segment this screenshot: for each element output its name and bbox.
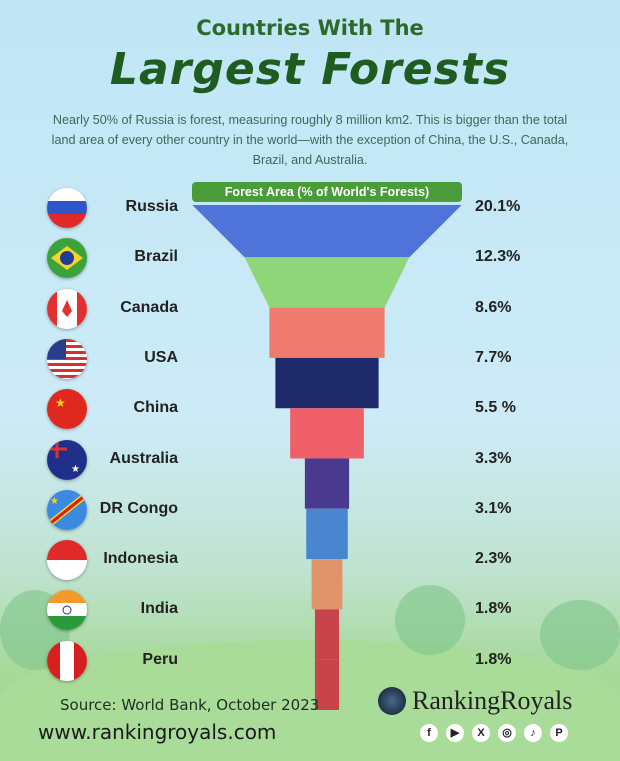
x-icon[interactable]: X — [472, 724, 490, 742]
website-link[interactable]: www.rankingroyals.com — [38, 720, 277, 744]
funnel-segment-usa — [275, 357, 379, 409]
facebook-icon[interactable]: f — [420, 724, 438, 742]
country-row: USA 7.7% — [0, 334, 620, 384]
value-label: 7.7% — [475, 348, 512, 366]
country-row: Indonesia 2.3% — [0, 535, 620, 585]
funnel-segment-peru — [314, 659, 340, 710]
funnel-segment-dr-congo — [306, 508, 348, 560]
country-label: Brazil — [134, 248, 178, 266]
country-label: Canada — [120, 298, 178, 316]
funnel-segment-india — [314, 609, 340, 660]
tiktok-icon[interactable]: ♪ — [524, 724, 542, 742]
funnel-segment-indonesia — [311, 559, 343, 610]
canada-flag-icon — [47, 288, 87, 329]
usa-flag-icon — [47, 338, 87, 379]
country-label: Russia — [125, 198, 178, 215]
country-row: Russia 20.1% — [0, 183, 620, 233]
funnel-segment-australia — [304, 458, 350, 509]
background-tree — [395, 585, 465, 655]
value-label: 1.8% — [475, 650, 512, 668]
country-label: Peru — [142, 650, 178, 668]
country-row: ★ DR Congo 3.1% — [0, 485, 620, 535]
brand-logo-icon — [378, 687, 406, 715]
country-row: Canada 8.6% — [0, 284, 620, 334]
country-row: ★ Australia 3.3% — [0, 435, 620, 485]
brand-name: RankingRoyals — [412, 686, 573, 715]
country-label: USA — [144, 348, 178, 366]
background-hill — [0, 640, 620, 761]
funnel-segment-canada — [269, 307, 385, 358]
background-tree — [540, 600, 620, 670]
chart-legend-title: Forest Area (% of World's Forests) — [192, 182, 462, 202]
value-label: 5.5 % — [475, 399, 516, 417]
country-row: Peru 1.8% — [0, 636, 620, 686]
value-label: 3.3% — [475, 449, 512, 467]
description: Nearly 50% of Russia is forest, measurin… — [51, 113, 569, 167]
value-label: 2.3% — [475, 550, 512, 568]
indonesia-flag-icon — [47, 540, 87, 581]
funnel-segment-russia — [192, 205, 462, 258]
country-label: India — [140, 600, 178, 618]
brand-logo: RankingRoyals — [378, 686, 572, 716]
svg-text:★: ★ — [55, 396, 66, 410]
pinterest-icon[interactable]: P — [550, 724, 568, 742]
value-label: 1.8% — [475, 600, 512, 618]
value-label: 20.1% — [475, 198, 521, 215]
russia-flag-icon — [47, 188, 87, 228]
youtube-icon[interactable]: ▶ — [446, 724, 464, 742]
social-links: f ▶ X ◎ ♪ P — [420, 724, 568, 742]
country-row: ★ China 5.5 % — [0, 384, 620, 434]
australia-flag-icon: ★ — [47, 439, 87, 480]
india-flag-icon — [47, 590, 87, 631]
svg-text:★: ★ — [71, 464, 80, 475]
china-flag-icon: ★ — [47, 389, 87, 430]
source-note: Source: World Bank, October 2023 — [60, 696, 320, 714]
peru-flag-icon — [47, 640, 87, 681]
brazil-flag-icon — [47, 238, 87, 279]
svg-text:★: ★ — [50, 496, 59, 507]
instagram-icon[interactable]: ◎ — [498, 724, 516, 742]
page-title: Largest Forests — [109, 44, 511, 95]
funnel-segment-china — [290, 408, 364, 459]
country-row: India 1.8% — [0, 585, 620, 635]
country-label: DR Congo — [99, 499, 178, 517]
value-label: 8.6% — [475, 298, 512, 316]
value-label: 3.1% — [475, 499, 512, 517]
dr-congo-flag-icon: ★ — [47, 489, 87, 530]
country-label: China — [133, 399, 178, 417]
title-line-1: Countries With The — [196, 16, 424, 40]
funnel-segment-brazil — [244, 257, 410, 308]
country-row: Brazil 12.3% — [0, 233, 620, 283]
country-label: Indonesia — [103, 550, 178, 568]
value-label: 12.3% — [475, 248, 521, 266]
country-label: Australia — [109, 449, 178, 467]
